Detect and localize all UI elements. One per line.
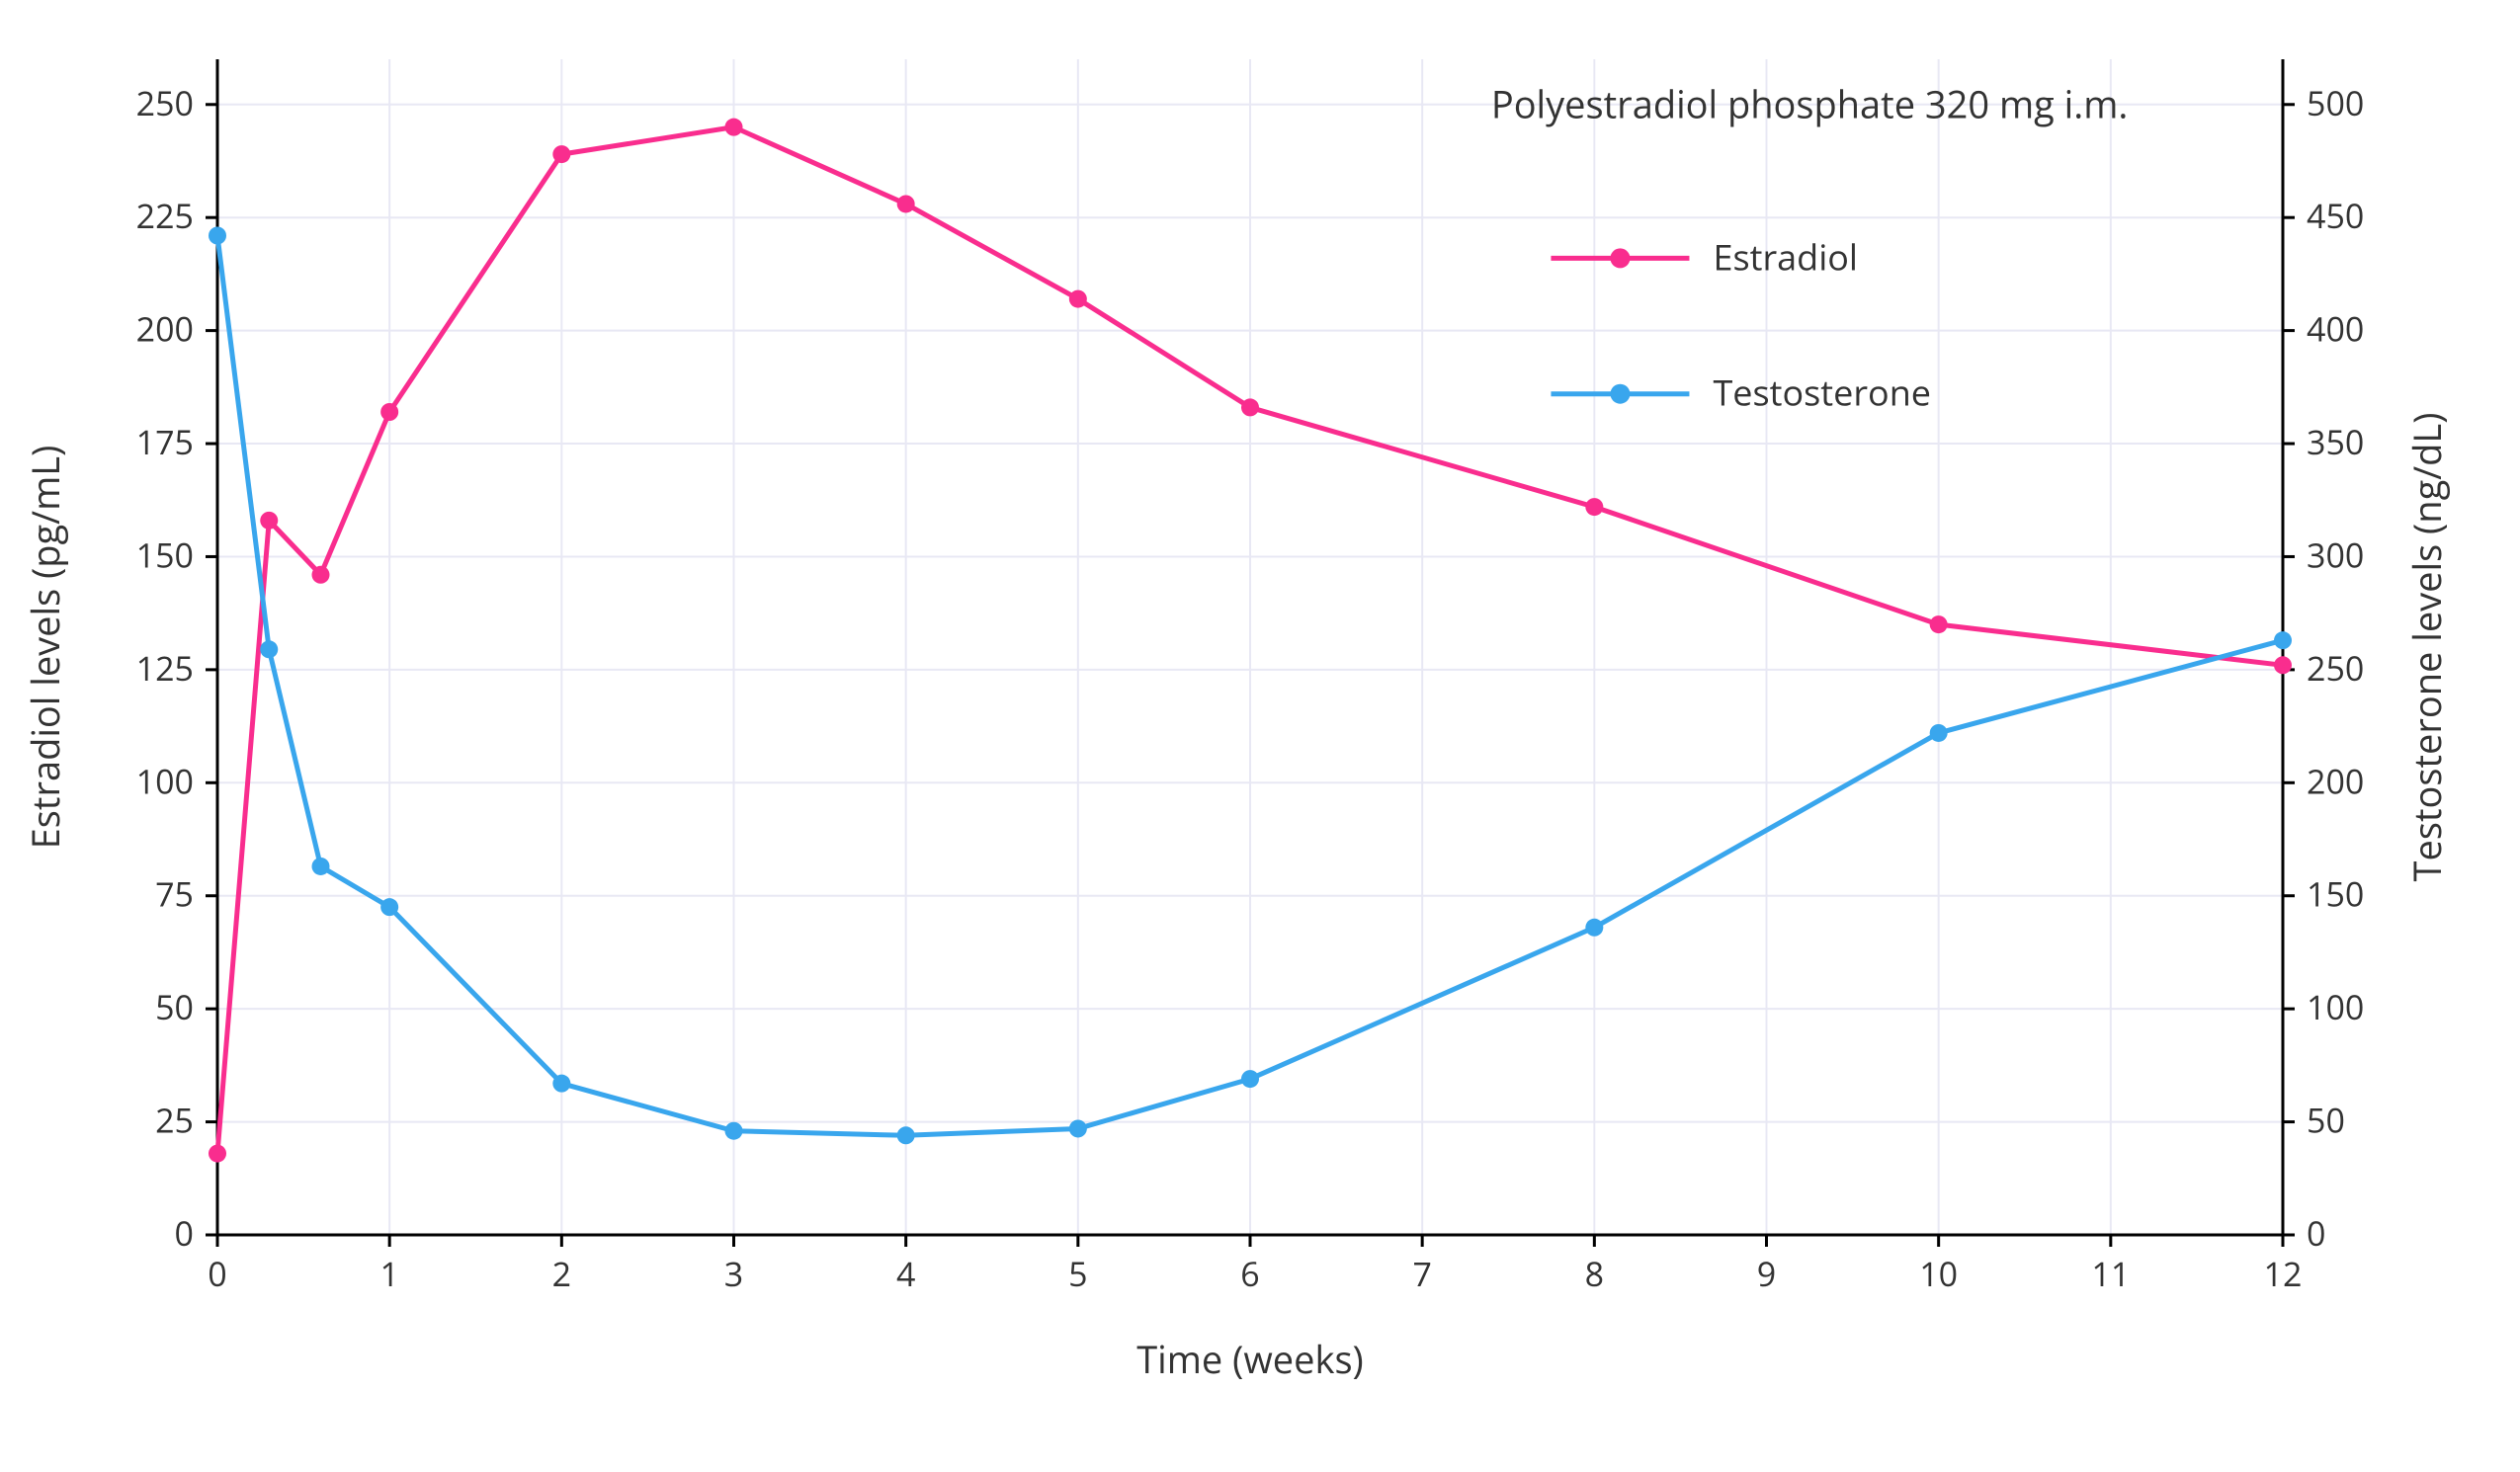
svg-text:350: 350 <box>2307 419 2364 464</box>
data-point <box>260 512 278 530</box>
data-point <box>1241 1070 1259 1088</box>
data-point <box>897 195 915 212</box>
data-point <box>897 1126 915 1144</box>
svg-text:11: 11 <box>2091 1251 2130 1296</box>
data-point <box>725 1122 743 1140</box>
data-point <box>312 566 330 584</box>
data-point <box>552 1075 570 1093</box>
y-left-axis-label: Estradiol levels (pg/mL) <box>20 446 71 850</box>
legend-label: Testosterone <box>1713 368 1931 417</box>
svg-text:6: 6 <box>1240 1251 1259 1296</box>
svg-text:100: 100 <box>2307 984 2364 1029</box>
data-point <box>2274 656 2292 674</box>
svg-text:300: 300 <box>2307 532 2364 577</box>
chart-background <box>0 0 2520 1472</box>
data-point <box>260 640 278 658</box>
svg-text:200: 200 <box>136 306 194 352</box>
svg-text:175: 175 <box>136 419 194 464</box>
data-point <box>380 403 398 421</box>
data-point <box>209 1145 226 1163</box>
data-point <box>1069 290 1087 308</box>
legend-label: Estradiol <box>1713 232 1858 281</box>
svg-text:225: 225 <box>136 193 194 238</box>
svg-text:7: 7 <box>1412 1251 1431 1296</box>
data-point <box>312 858 330 875</box>
svg-text:2: 2 <box>552 1251 571 1296</box>
svg-text:8: 8 <box>1585 1251 1604 1296</box>
svg-text:10: 10 <box>1919 1251 1958 1296</box>
svg-text:500: 500 <box>2307 80 2364 125</box>
svg-text:150: 150 <box>2307 871 2364 917</box>
svg-text:100: 100 <box>136 758 194 803</box>
svg-text:125: 125 <box>136 645 194 691</box>
svg-text:150: 150 <box>136 532 194 577</box>
svg-text:9: 9 <box>1757 1251 1776 1296</box>
hormone-levels-chart: 0123456789101112025507510012515017520022… <box>0 0 2520 1472</box>
svg-text:250: 250 <box>136 80 194 125</box>
svg-text:200: 200 <box>2307 758 2364 803</box>
svg-text:12: 12 <box>2264 1251 2303 1296</box>
svg-text:250: 250 <box>2307 645 2364 691</box>
svg-text:4: 4 <box>896 1251 915 1296</box>
data-point <box>380 898 398 916</box>
svg-text:0: 0 <box>175 1210 194 1256</box>
data-point <box>209 227 226 245</box>
data-point <box>725 119 743 136</box>
svg-text:75: 75 <box>155 871 194 917</box>
data-point <box>1930 615 1948 633</box>
data-point <box>1585 919 1603 937</box>
svg-text:25: 25 <box>155 1098 194 1143</box>
svg-text:450: 450 <box>2307 193 2364 238</box>
chart-annotation: Polyestradiol phosphate 320 mg i.m. <box>1491 79 2129 130</box>
data-point <box>552 145 570 163</box>
svg-text:50: 50 <box>2307 1098 2345 1143</box>
y-right-axis-label: Testosterone levels (ng/dL) <box>2401 413 2453 882</box>
svg-text:0: 0 <box>2307 1210 2325 1256</box>
data-point <box>2274 631 2292 649</box>
svg-text:50: 50 <box>155 984 194 1029</box>
svg-text:3: 3 <box>724 1251 743 1296</box>
svg-text:400: 400 <box>2307 306 2364 352</box>
svg-text:1: 1 <box>379 1251 398 1296</box>
data-point <box>1241 398 1259 416</box>
data-point <box>1585 498 1603 516</box>
data-point <box>1069 1119 1087 1137</box>
svg-text:5: 5 <box>1068 1251 1087 1296</box>
data-point <box>1930 724 1948 742</box>
svg-text:0: 0 <box>208 1251 226 1296</box>
x-axis-label: Time (weeks) <box>1136 1334 1364 1385</box>
